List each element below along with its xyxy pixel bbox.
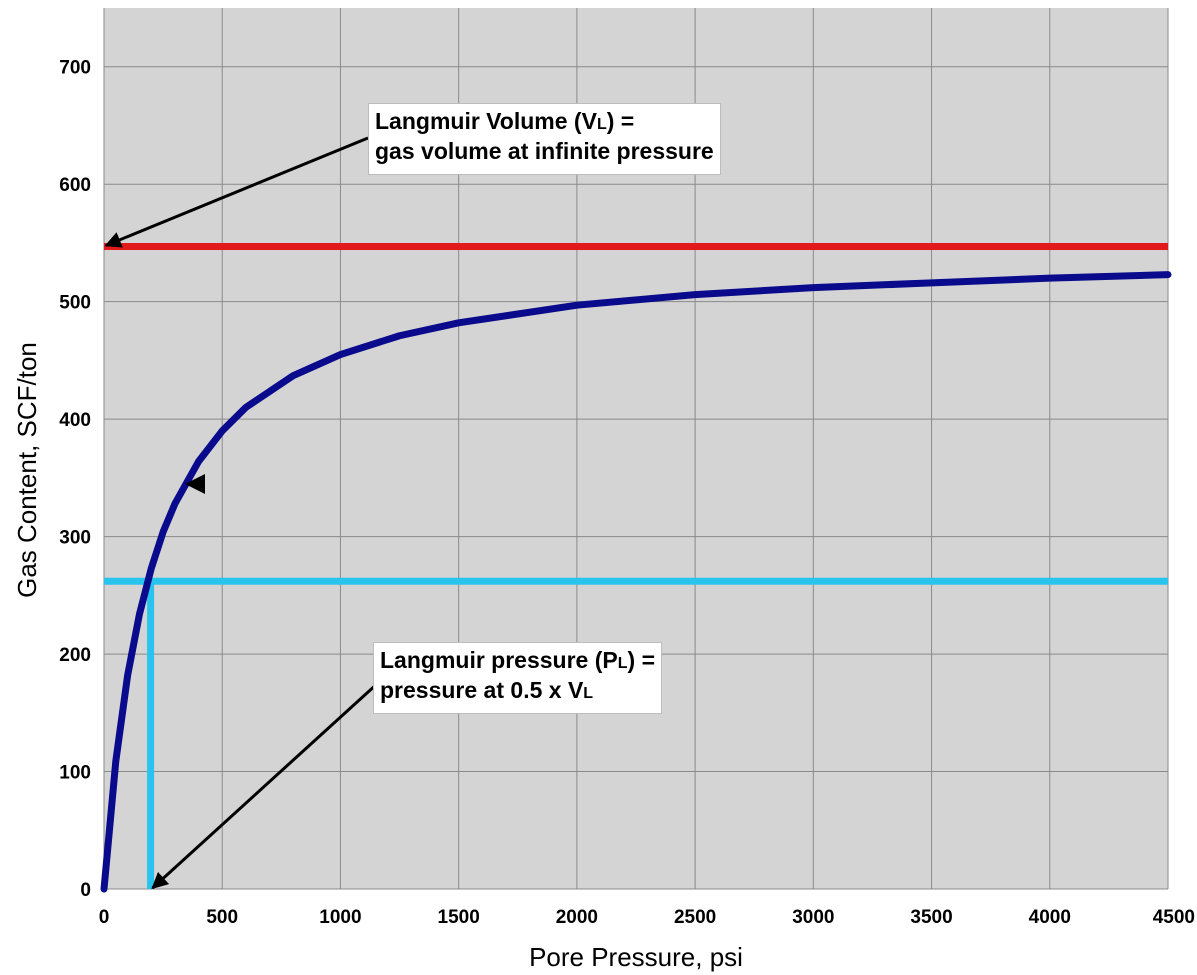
- reference-lines: [104, 242, 1168, 889]
- grid: [103, 8, 1169, 890]
- annotation-arrow: [151, 681, 380, 890]
- x-tick-label: 500: [206, 907, 238, 928]
- x-tick-label: 4500: [1153, 907, 1195, 928]
- x-tick-labels: 0 500 1000 1500 2000 2500 3000 3500 4000 4500: [99, 907, 1195, 928]
- annotation-arrow: [104, 136, 369, 248]
- x-tick-label: 3500: [910, 907, 952, 928]
- series-line: [100, 271, 1172, 893]
- x-tick-label: 3000: [792, 907, 834, 928]
- y-tick-labels: 0 100 200 300 400 500 600 700: [59, 58, 91, 901]
- callout-line: Langmuir Volume (VL) =: [375, 108, 635, 134]
- y-tick-label: 600: [59, 175, 91, 196]
- x-tick-label: 1000: [319, 907, 361, 928]
- y-tick-label: 100: [59, 763, 91, 784]
- y-tick-label: 700: [59, 58, 91, 79]
- langmuir-pressure-callout: Langmuir pressure (PL) = pressure at 0.5…: [373, 642, 662, 714]
- x-tick-label: 4000: [1029, 907, 1071, 928]
- x-tick-label: 1500: [438, 907, 480, 928]
- x-axis-title: Pore Pressure, psi: [529, 942, 743, 972]
- y-tick-label: 500: [59, 293, 91, 314]
- x-tick-label: 2500: [674, 907, 716, 928]
- x-tick-label: 0: [99, 907, 110, 928]
- callout-line: gas volume at infinite pressure: [375, 138, 714, 164]
- y-tick-label: 0: [80, 880, 91, 901]
- y-tick-label: 300: [59, 528, 91, 549]
- y-tick-label: 200: [59, 645, 91, 666]
- annotation-arrows: [104, 136, 380, 890]
- callout-line: pressure at 0.5 x VL: [380, 677, 594, 703]
- y-axis-title: Gas Content, SCF/ton: [12, 342, 42, 598]
- y-tick-label: 400: [59, 410, 91, 431]
- x-tick-label: 2000: [556, 907, 598, 928]
- data-series: [100, 271, 1172, 893]
- callout-line: Langmuir pressure (PL) =: [380, 647, 655, 673]
- curve-marker-icon: [185, 474, 205, 494]
- langmuir-volume-callout: Langmuir Volume (VL) = gas volume at inf…: [368, 103, 721, 175]
